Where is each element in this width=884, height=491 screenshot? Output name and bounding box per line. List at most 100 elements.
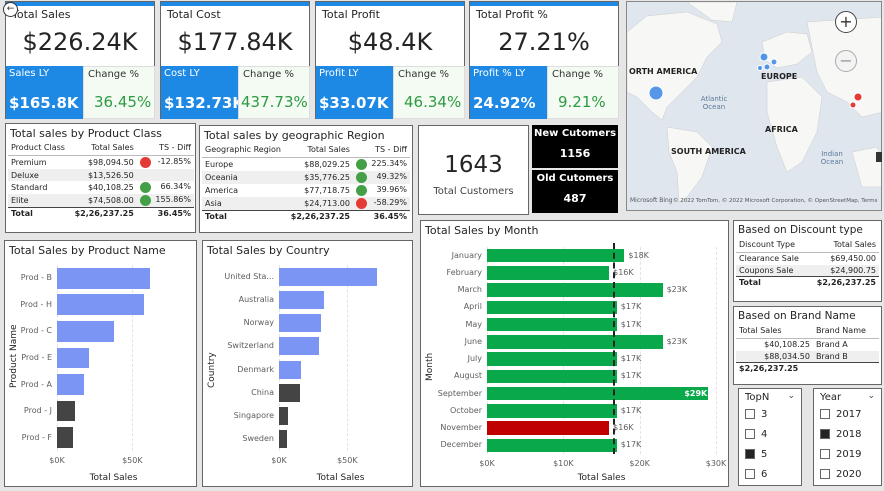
checkbox[interactable] (745, 409, 755, 419)
table-row[interactable]: America $77,718.75 39.96% (202, 184, 410, 197)
slicer-option[interactable]: 4 (745, 429, 767, 440)
table-row[interactable]: Elite $74,508.00 155.86% (8, 194, 194, 208)
chevron-down-icon[interactable]: ⌄ (787, 391, 795, 401)
chevron-down-icon[interactable]: ⌄ (867, 391, 875, 401)
row-name: Elite (8, 194, 70, 208)
x-axis-title: Total Sales (89, 473, 138, 483)
chart-title: Total Sales by Product Name (9, 244, 166, 257)
bar[interactable] (57, 347, 89, 369)
map-scroll-handle[interactable] (876, 152, 882, 162)
kpi-ly-value: $33.07K (319, 94, 389, 112)
status-dot-icon (355, 198, 367, 209)
slicer-option[interactable]: 2019 (820, 449, 861, 460)
table-row[interactable]: Clearance Sale $69,450.00 (736, 253, 879, 265)
bar[interactable] (57, 427, 73, 449)
checkbox[interactable] (745, 429, 755, 439)
column-header[interactable]: Discount Type (736, 239, 808, 253)
row-sales: $24,713.00 (286, 197, 353, 211)
bar[interactable] (279, 267, 378, 286)
bar[interactable] (487, 438, 617, 453)
table-row[interactable]: Standard $40,108.25 66.34% (8, 181, 194, 194)
bar[interactable] (487, 248, 625, 263)
y-category-label: China (251, 387, 274, 397)
slicer-option[interactable]: 6 (745, 469, 767, 480)
bar[interactable] (487, 266, 610, 280)
table-row[interactable]: Deluxe $13,526.50 (8, 169, 194, 181)
sales-map[interactable]: ORTH AMERICA EUROPE Atlantic Ocean AFRIC… (626, 1, 882, 211)
bar[interactable] (279, 314, 322, 333)
kpi-ly-value: $165.8K (9, 94, 79, 112)
slicer-option[interactable]: 5 (745, 449, 767, 460)
bar[interactable] (487, 335, 663, 349)
table-row[interactable]: Premium $98,094.50 -12.85% (8, 156, 194, 170)
bar[interactable] (279, 383, 300, 402)
map-label-north-america: ORTH AMERICA (629, 67, 698, 76)
sales-by-month-chart: Total Sales by Month $0K $10K $20K $30K Janua… (420, 220, 729, 487)
old-customers-card: Old Cutomers 487 (532, 170, 618, 213)
row-name: Deluxe (8, 169, 70, 181)
checkbox[interactable] (745, 449, 755, 459)
bar[interactable] (487, 421, 610, 435)
row-name: America (205, 186, 238, 195)
checkbox[interactable] (820, 469, 830, 479)
bar[interactable] (279, 360, 301, 379)
bar[interactable] (487, 300, 617, 315)
row-sales: $24,900.75 (807, 264, 879, 277)
slicer-option[interactable]: 2017 (820, 409, 861, 420)
slicer-option[interactable]: 2018 (820, 429, 861, 440)
kpi-card: Total Sales $226.24K Sales LY $165.8K Change… (5, 1, 155, 119)
bar[interactable] (487, 404, 617, 418)
bar[interactable] (487, 283, 663, 297)
back-icon[interactable]: ← (3, 2, 18, 17)
column-header[interactable]: Geographic Region (202, 144, 287, 158)
table-row[interactable]: $88,034.50 Brand B (736, 350, 879, 363)
table-row[interactable]: $40,108.25 Brand A (736, 339, 879, 351)
bar[interactable] (57, 294, 145, 316)
kpi-ly-label: Profit % LY (473, 68, 526, 79)
table-row[interactable]: Coupons Sale $24,900.75 (736, 264, 879, 277)
kpi-change-box: Change % 437.73% (238, 66, 310, 119)
row-diff-cell: 39.96% (353, 184, 410, 197)
column-header[interactable]: Total Sales (807, 239, 879, 253)
column-header[interactable]: TS - Diff (136, 142, 194, 156)
bar[interactable] (487, 386, 709, 401)
total-row: Total $2,26,237.25 36.45% (202, 210, 410, 223)
bar[interactable] (279, 407, 288, 426)
checkbox[interactable] (820, 429, 830, 439)
column-header[interactable]: Total Sales (286, 144, 353, 158)
total-row: Total $2,26,237.25 36.45% (8, 207, 194, 220)
bar[interactable] (487, 317, 617, 332)
table-row[interactable]: Europe $88,029.25 225.34% (202, 158, 410, 172)
bar[interactable] (57, 267, 151, 289)
checkbox[interactable] (820, 409, 830, 419)
slicer-option[interactable]: 2020 (820, 469, 861, 480)
bar[interactable] (279, 337, 319, 356)
column-header[interactable]: Total Sales (69, 142, 137, 156)
checkbox[interactable] (820, 449, 830, 459)
data-label: $29K (684, 388, 708, 398)
table-row[interactable]: Oceania $35,776.25 49.32% (202, 171, 410, 184)
column-header[interactable]: Brand Name (812, 325, 879, 339)
gridline (716, 247, 717, 454)
row-diff: -58.29% (373, 198, 407, 207)
data-label: $16K (613, 267, 634, 277)
kpi-change-label: Change % (398, 69, 449, 80)
checkbox[interactable] (745, 469, 755, 479)
y-axis-title: Product Name (9, 324, 19, 388)
zoom-in-button[interactable]: + (835, 11, 857, 33)
table-row[interactable]: Asia $24,713.00 -58.29% (202, 197, 410, 211)
row-name: Coupons Sale (736, 264, 808, 277)
column-header[interactable]: TS - Diff (352, 144, 410, 158)
row-diff: 39.96% (376, 185, 407, 194)
zoom-out-button[interactable]: − (835, 50, 857, 72)
bar[interactable] (57, 321, 115, 342)
bar[interactable] (487, 369, 617, 384)
column-header[interactable]: Product Class (8, 142, 70, 156)
bar[interactable] (279, 430, 287, 449)
slicer-option[interactable]: 3 (745, 409, 767, 420)
bar[interactable] (57, 374, 85, 395)
column-header[interactable]: Total Sales (736, 325, 813, 339)
bar[interactable] (279, 290, 325, 309)
bar[interactable] (57, 400, 76, 422)
bar[interactable] (487, 352, 617, 366)
